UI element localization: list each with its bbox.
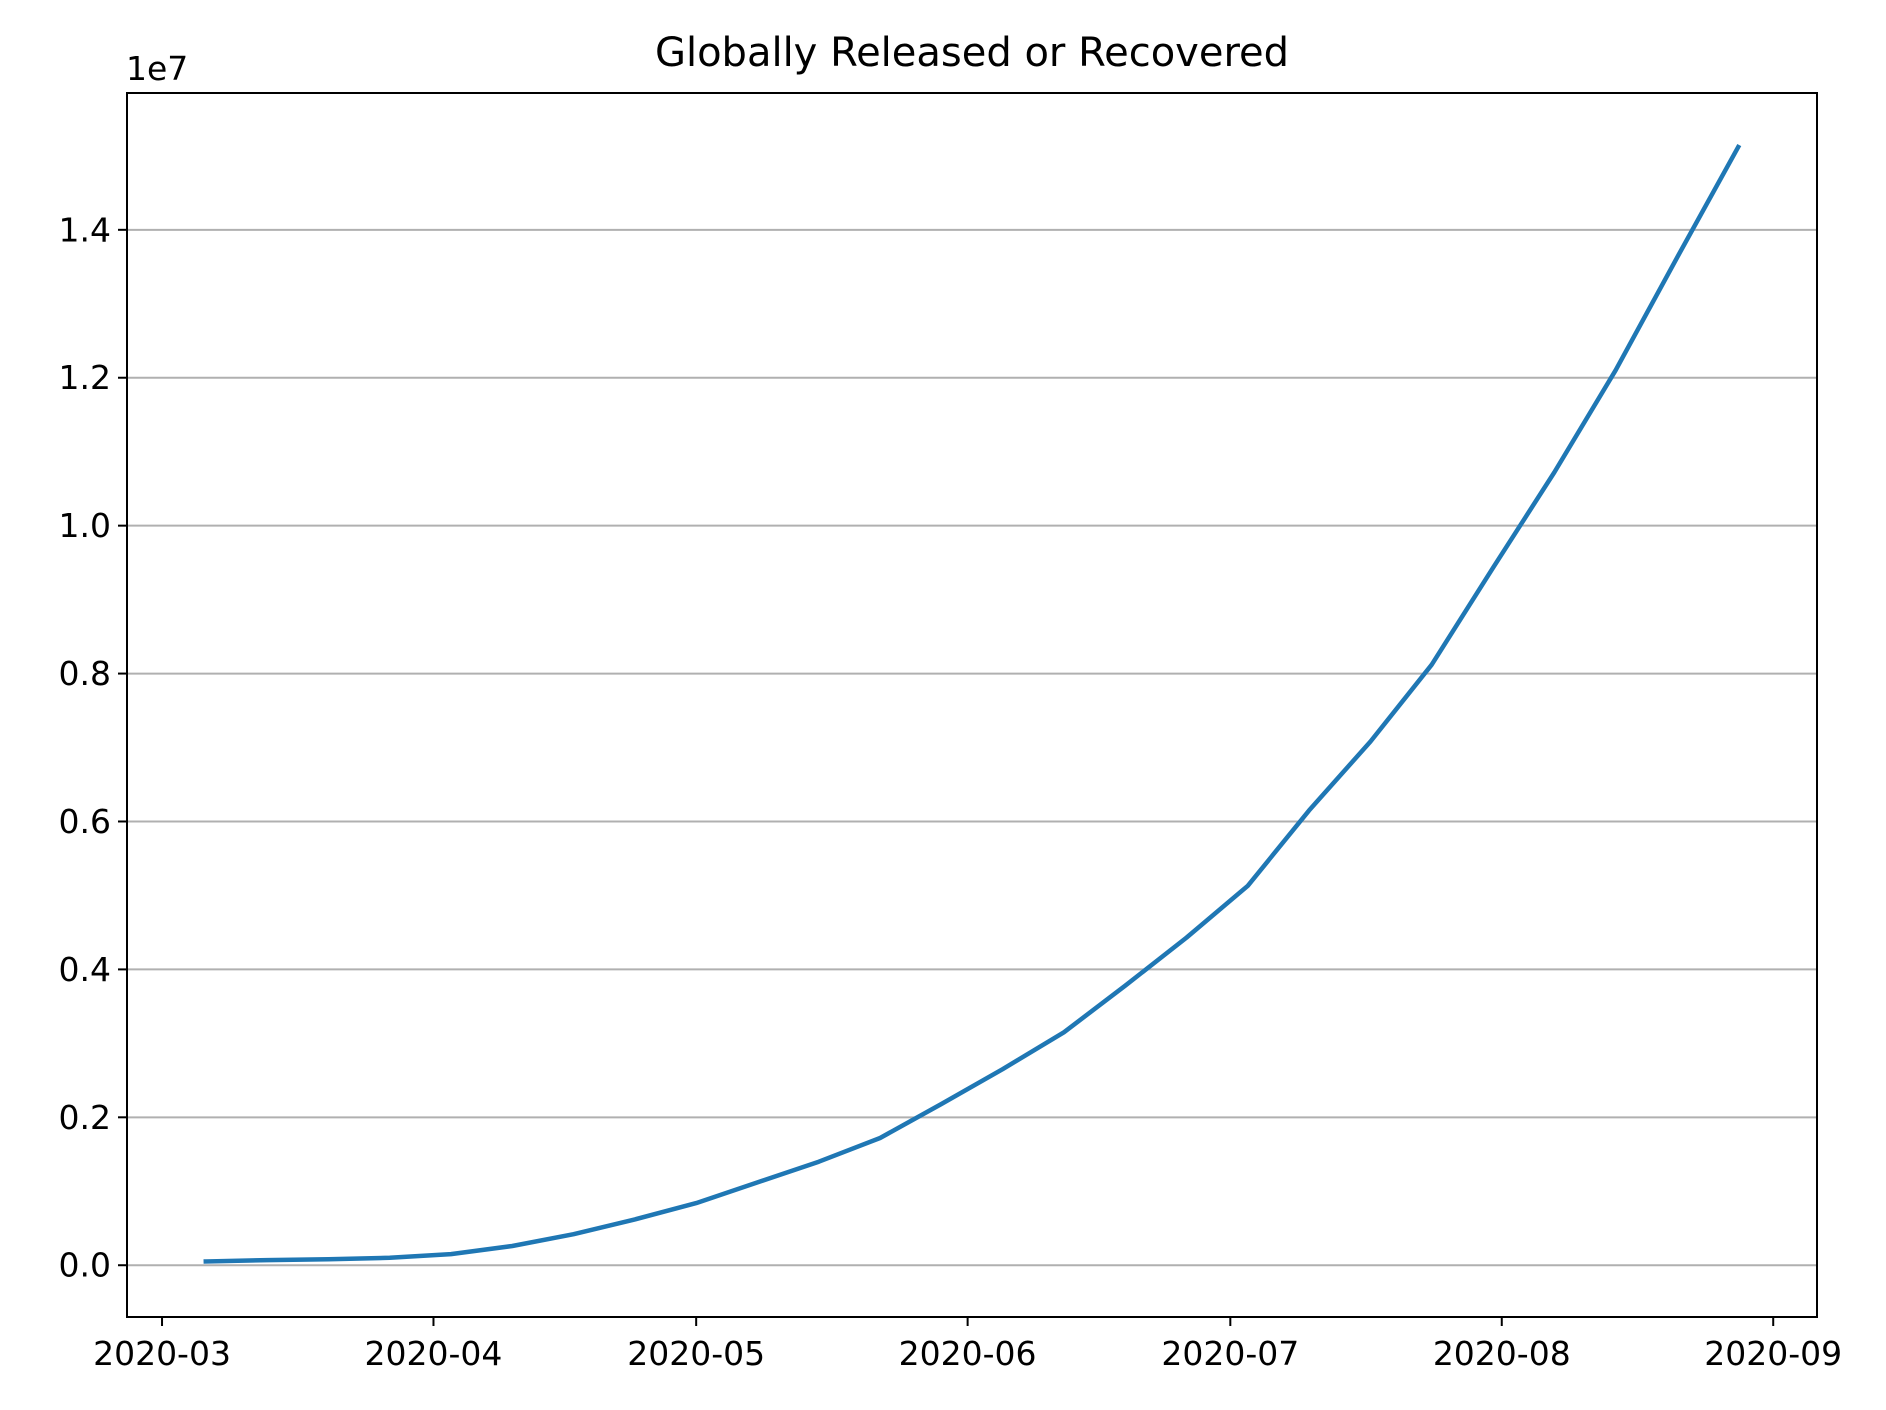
x-axis: 2020-03 2020-04 2020-05 2020-06 2020-07 2020-…	[93, 1317, 1842, 1373]
y-tick-label: 0.6	[59, 802, 111, 841]
y-tick-label: 0.0	[59, 1246, 111, 1285]
y-axis: 0.0 0.2 0.4 0.6 0.8 1.0 1.2 1.4	[59, 210, 127, 1285]
y-tick-label: 0.4	[59, 950, 111, 989]
y-tick-label: 1.4	[59, 210, 111, 249]
y-tick-label: 1.0	[59, 506, 111, 545]
series-layer	[203, 143, 1742, 1264]
gridlines	[127, 228, 1817, 1267]
x-tick-label: 2020-04	[365, 1334, 503, 1373]
x-tick-label: 2020-07	[1161, 1334, 1299, 1373]
y-tick-label: 0.8	[59, 654, 111, 693]
y-tick-label: 0.2	[59, 1098, 111, 1137]
x-tick-label: 2020-06	[899, 1334, 1037, 1373]
x-tick-label: 2020-03	[93, 1334, 231, 1373]
plot-frame	[126, 92, 1818, 1318]
x-tick-label: 2020-05	[627, 1334, 765, 1373]
chart-title: Globally Released or Recovered	[655, 30, 1289, 76]
x-tick-label: 2020-08	[1433, 1334, 1571, 1373]
series-line	[203, 143, 1742, 1264]
y-offset-label: 1e7	[126, 49, 188, 88]
y-tick-label: 1.2	[59, 358, 111, 397]
x-tick-label: 2020-09	[1704, 1334, 1842, 1373]
